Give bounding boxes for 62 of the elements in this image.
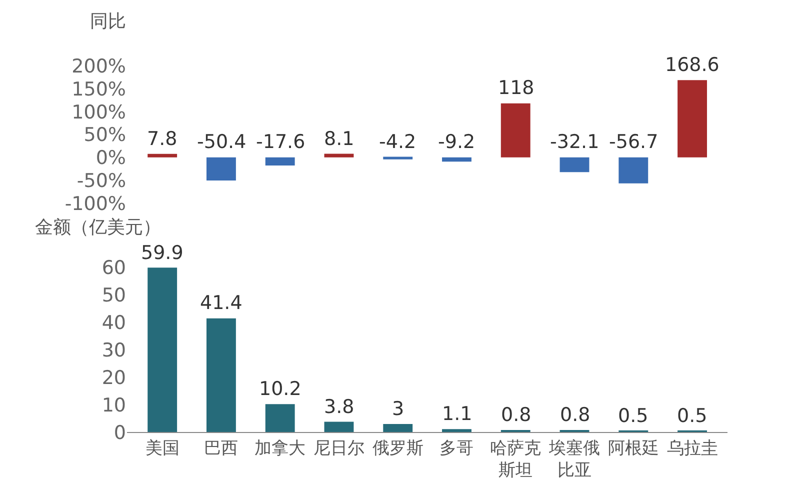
y-tick-label: 20	[102, 366, 126, 389]
data-label: 0.5	[677, 405, 708, 427]
bar	[148, 268, 178, 432]
data-label: -32.1	[550, 131, 600, 153]
y-tick-label: -100%	[64, 192, 126, 215]
y-tick-label: 40	[102, 312, 126, 334]
data-label: -17.6	[256, 131, 306, 153]
data-label: 7.8	[147, 128, 178, 150]
data-label: -9.2	[438, 131, 476, 153]
y-tick-label: 0%	[96, 147, 126, 170]
y-tick-label: 0	[114, 422, 126, 444]
x-tick-label: 加拿大	[254, 438, 306, 459]
y-axis-title: 金额（亿美元）	[35, 217, 161, 238]
data-label: 1.1	[442, 403, 472, 425]
bar	[383, 156, 413, 160]
bar	[442, 429, 472, 432]
y-tick-label: 200%	[72, 55, 126, 78]
y-tick-label: 60	[102, 256, 126, 279]
data-label: 0.5	[618, 405, 648, 427]
x-tick-label: 巴西	[204, 438, 238, 459]
bar	[383, 424, 413, 432]
bar	[500, 103, 530, 158]
bar	[206, 318, 236, 432]
data-label: 168.6	[665, 54, 720, 76]
data-label: -50.4	[197, 131, 246, 153]
data-label: 3	[392, 398, 404, 420]
data-label: 59.9	[141, 242, 184, 264]
bar	[678, 80, 707, 158]
bar	[206, 157, 236, 180]
x-tick-label: 尼日尔	[313, 438, 364, 459]
data-label: 8.1	[324, 128, 354, 150]
bar	[324, 154, 354, 158]
y-tick-label: 100%	[72, 101, 126, 124]
bar	[442, 157, 472, 162]
x-tick-label: 美国	[145, 438, 180, 459]
x-tick-label: 哈萨克斯坦	[490, 438, 542, 481]
y-tick-label: 50%	[84, 124, 126, 146]
bar	[265, 404, 295, 432]
y-tick-label: 50	[102, 284, 126, 306]
data-label: 118	[498, 77, 534, 99]
data-label: 41.4	[200, 292, 242, 314]
bar	[618, 157, 648, 184]
y-tick-label: 30	[102, 339, 126, 362]
bar	[265, 157, 295, 166]
data-label: 0.8	[501, 404, 532, 426]
x-tick-label: 乌拉圭	[666, 438, 718, 459]
x-tick-label: 俄罗斯	[372, 438, 424, 459]
x-tick-label: 埃塞俄比亚	[548, 438, 600, 481]
y-axis-title: 同比	[90, 11, 126, 32]
data-label: -4.2	[379, 131, 416, 153]
y-tick-label: 150%	[72, 78, 126, 100]
bar	[148, 154, 178, 158]
y-tick-label: -50%	[76, 170, 126, 192]
x-tick-label: 阿根廷	[608, 438, 659, 459]
bar	[560, 157, 590, 172]
x-tick-label: 多哥	[440, 438, 474, 459]
y-tick-label: 10	[102, 394, 126, 416]
data-label: -56.7	[609, 131, 658, 153]
data-label: 3.8	[324, 396, 354, 418]
data-label: 0.8	[560, 404, 590, 426]
bar	[324, 422, 354, 432]
data-label: 10.2	[259, 378, 302, 400]
